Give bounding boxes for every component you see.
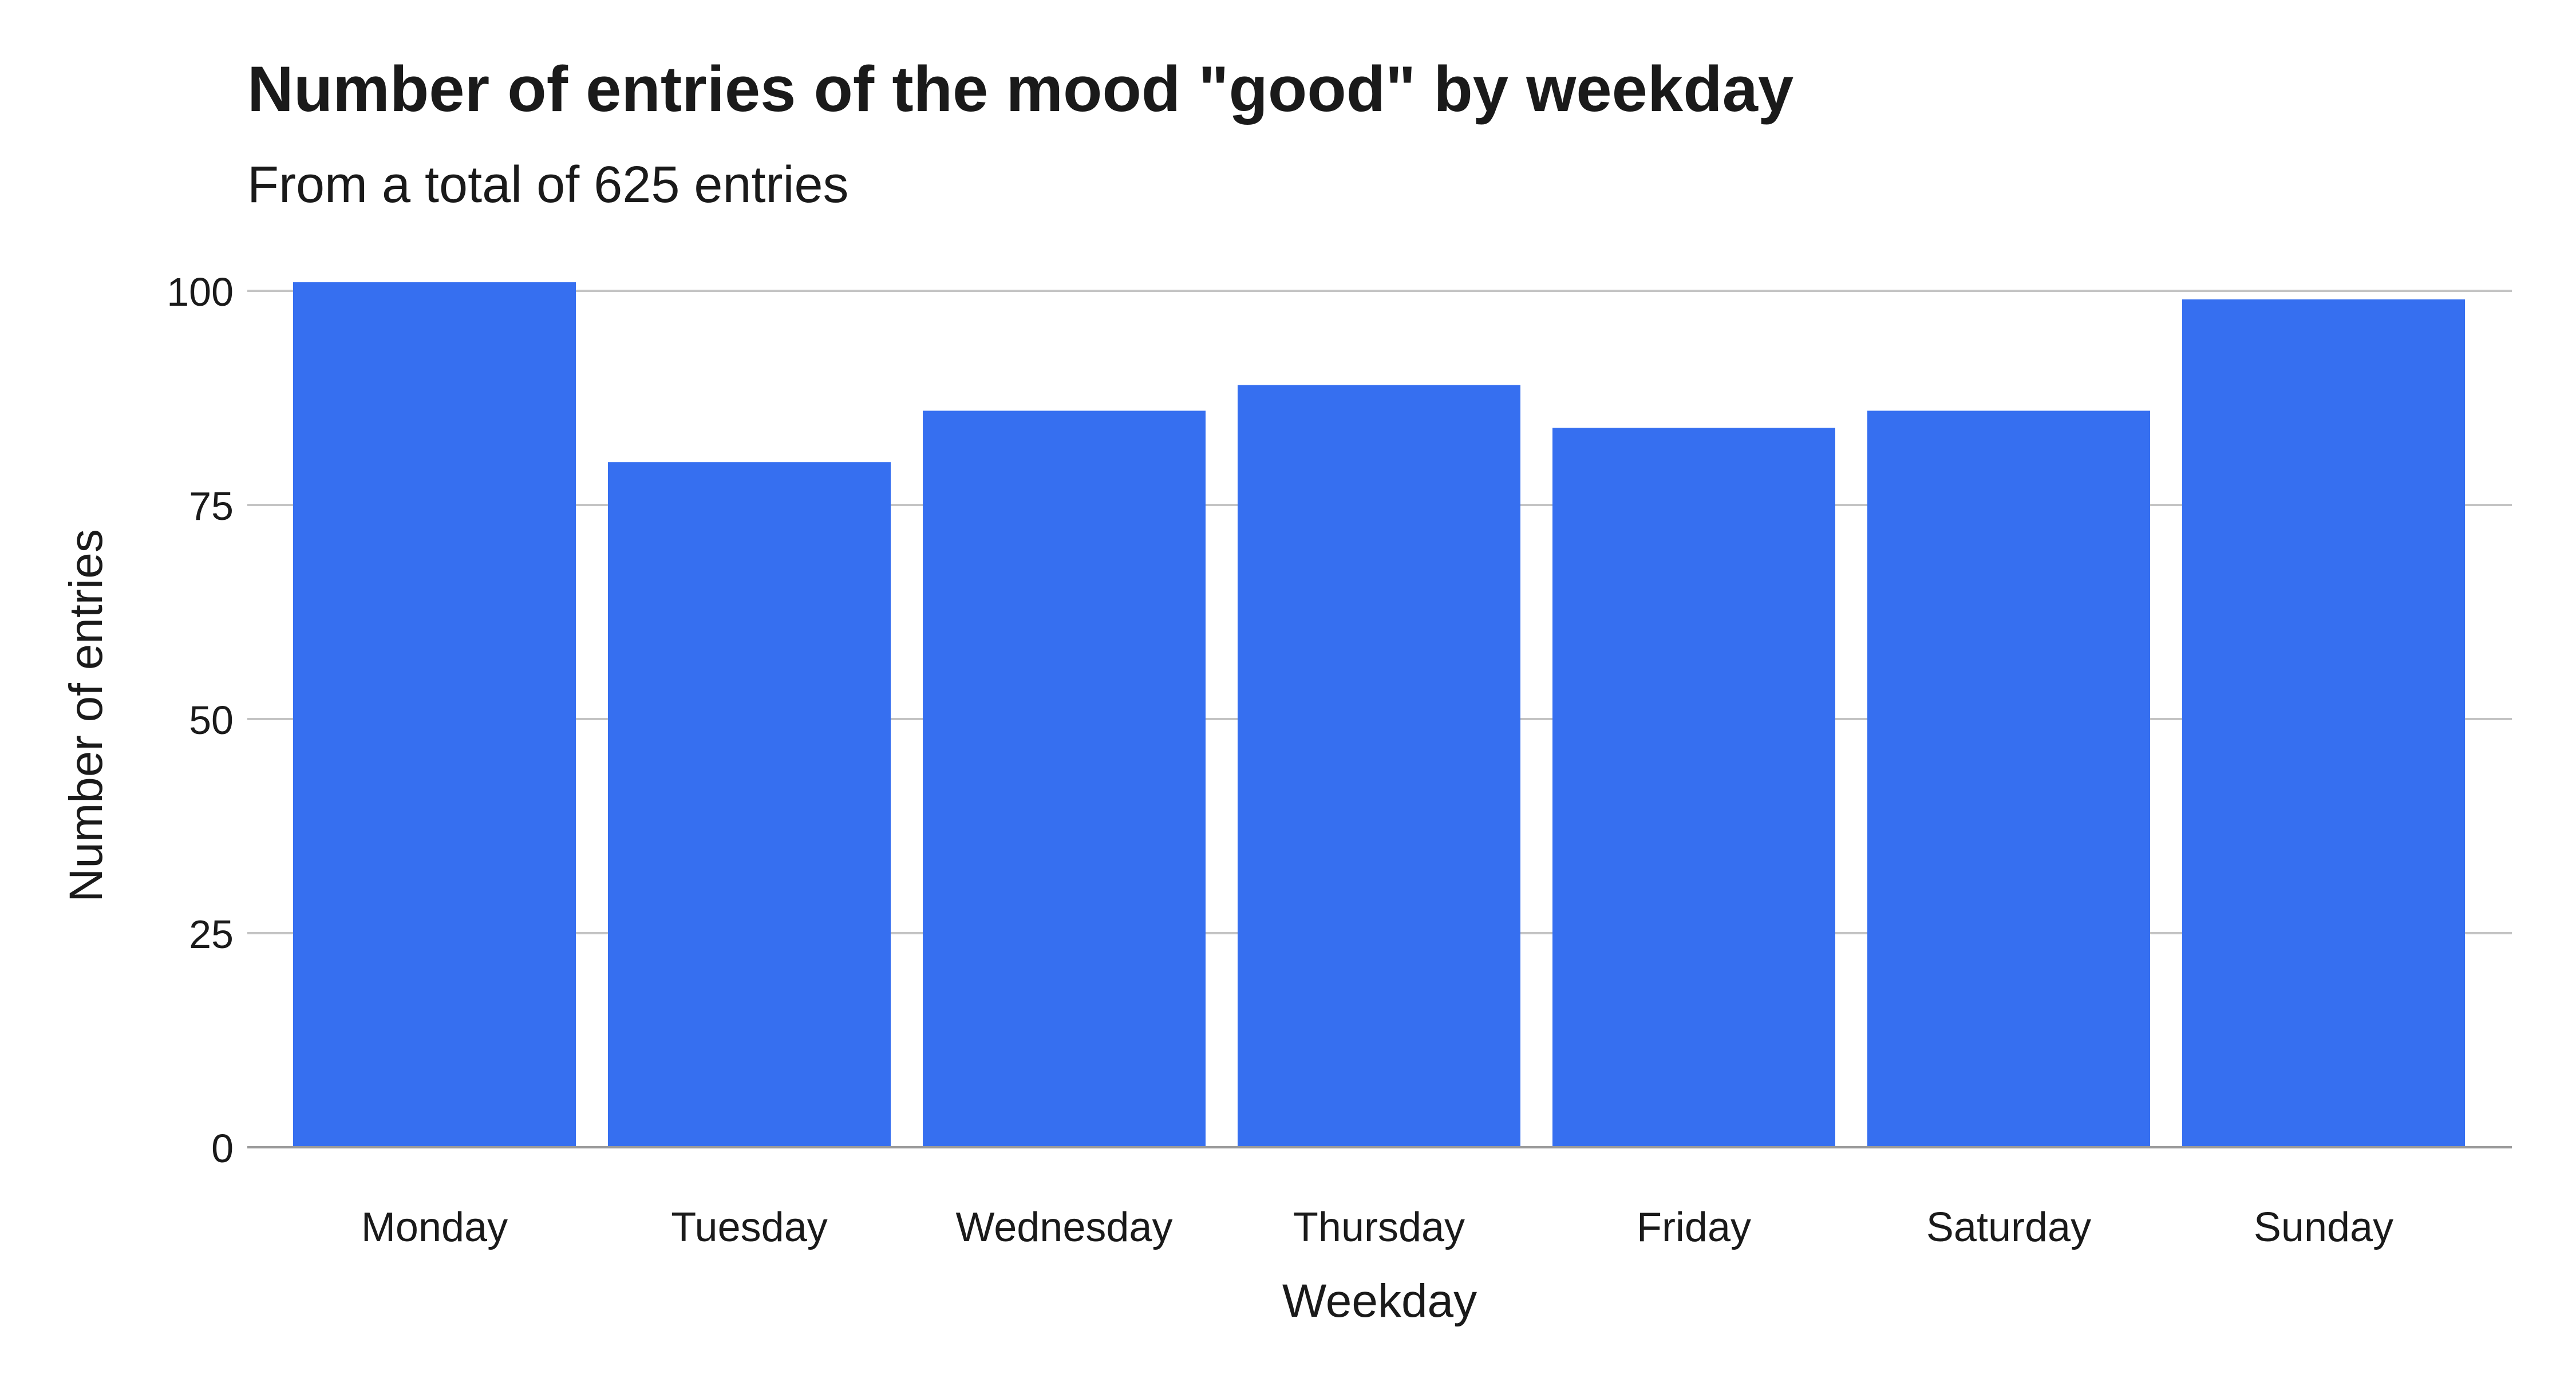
bar-tuesday [608,462,891,1148]
x-axis-title: Weekday [1282,1275,1477,1327]
chart-title: Number of entries of the mood "good" by … [247,53,1794,125]
bar-thursday [1238,385,1520,1147]
bar-wednesday [923,410,1206,1148]
bar-saturday [1867,410,2150,1148]
y-tick-labels: 0 25 50 75 100 [167,270,234,1171]
x-tick-labels: Monday Tuesday Wednesday Thursday Friday Satu… [361,1205,2393,1250]
x-tick-label: Saturday [1926,1205,2091,1250]
x-tick-label: Sunday [2254,1205,2393,1250]
bar-monday [293,282,576,1147]
y-tick-label: 25 [189,912,234,957]
y-tick-label: 50 [189,698,234,743]
x-tick-label: Thursday [1293,1205,1465,1250]
chart-subtitle: From a total of 625 entries [247,156,849,214]
bar-sunday [2182,299,2465,1148]
x-tick-label: Wednesday [956,1205,1173,1250]
y-tick-label: 100 [167,270,234,314]
y-axis-title: Number of entries [60,529,112,902]
x-tick-label: Monday [361,1205,508,1250]
x-tick-label: Friday [1637,1205,1751,1250]
y-tick-label: 0 [211,1126,234,1171]
bar-friday [1552,428,1835,1147]
x-tick-label: Tuesday [671,1205,827,1250]
y-tick-label: 75 [189,484,234,528]
bars [293,282,2465,1148]
